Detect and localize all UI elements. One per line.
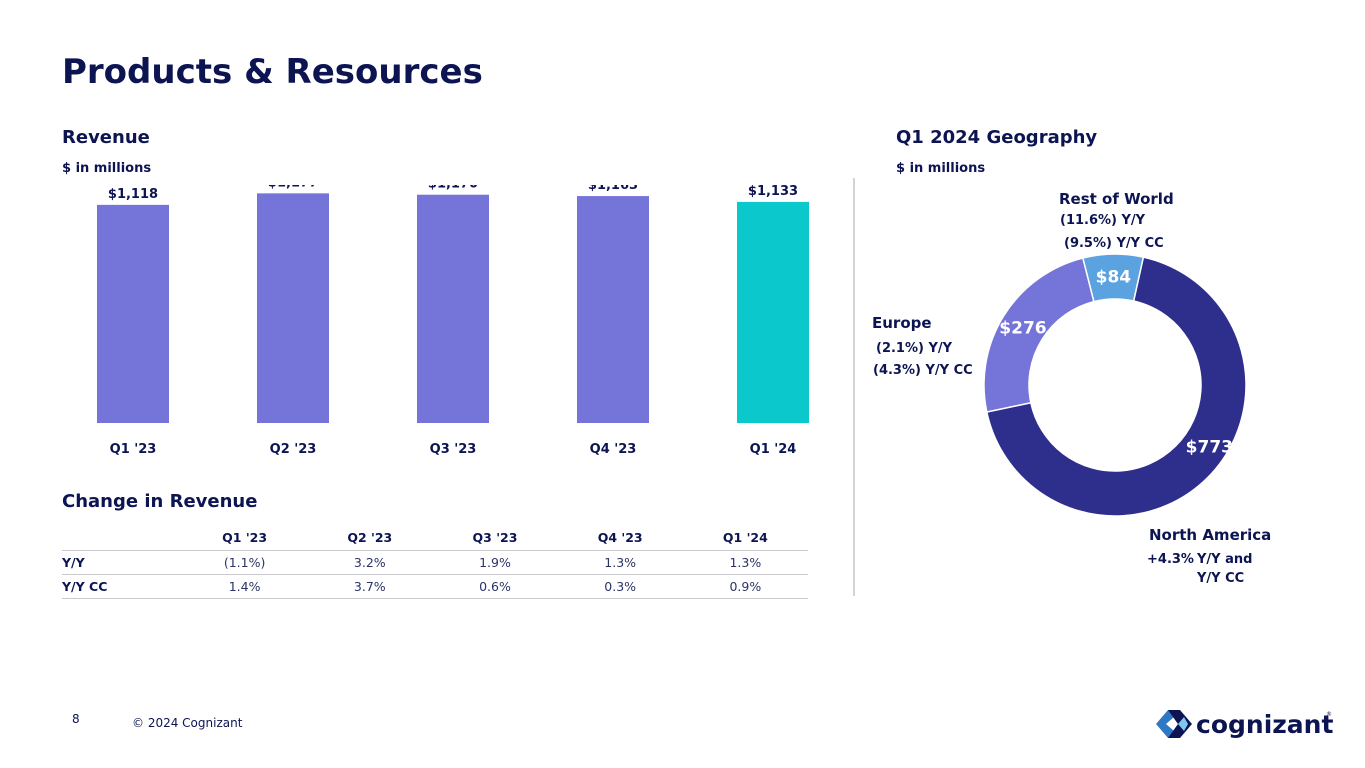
table-cell: (1.1%) [182, 550, 308, 575]
revenue-unit: $ in millions [62, 161, 152, 176]
table-cell: 0.3% [557, 574, 683, 599]
page-number: 8 [72, 712, 80, 726]
revenue-heading: Revenue [62, 127, 150, 148]
bar [577, 196, 649, 423]
section-divider [853, 178, 855, 596]
donut-slice [985, 256, 1247, 517]
na-yycc: Y/Y CC [1197, 571, 1245, 586]
change-heading: Change in Revenue [62, 491, 258, 512]
row-label-name: Rest of World [1059, 190, 1174, 208]
table-header: Q2 '23 [307, 528, 433, 551]
geography-donut-chart: $773 $276 $84 [983, 253, 1247, 517]
cognizant-logo-icon [1156, 710, 1192, 738]
table-header: Q3 '23 [432, 528, 558, 551]
row-yy: (11.6%) Y/Y [1060, 213, 1146, 228]
table-cell: 1.3% [682, 550, 808, 575]
table-row: Y/Y CC 1.4% 3.7% 0.6% 0.3% 0.9% [62, 574, 808, 599]
slice-value-label: $276 [999, 319, 1046, 339]
table-header-row: Q1 '23 Q2 '23 Q3 '23 Q4 '23 Q1 '24 [62, 528, 808, 551]
bar-category-label: Q1 '23 [110, 442, 157, 457]
table-header: Q4 '23 [557, 528, 683, 551]
table-cell: 0.9% [682, 574, 808, 599]
donut-slice [1081, 253, 1145, 303]
copyright: © 2024 Cognizant [132, 716, 243, 730]
geo-heading: Q1 2024 Geography [896, 127, 1098, 148]
page-title: Products & Resources [62, 52, 483, 92]
bar [97, 204, 169, 423]
svg-text:®: ® [1326, 711, 1332, 718]
bar-category-label: Q2 '23 [270, 442, 317, 457]
bar [417, 194, 489, 423]
bar-category-label: Q4 '23 [590, 442, 637, 457]
bar-value-label: $1,133 [748, 185, 798, 199]
table-cell: 0.6% [432, 574, 558, 599]
table-cell: 3.7% [307, 574, 433, 599]
europe-label-name: Europe [872, 314, 932, 332]
bar-category-label: Q1 '24 [750, 442, 797, 457]
na-yy: Y/Y and [1197, 552, 1253, 567]
change-table: Q1 '23 Q2 '23 Q3 '23 Q4 '23 Q1 '24 Y/Y (… [62, 528, 808, 599]
table-row: Y/Y (1.1%) 3.2% 1.9% 1.3% 1.3% [62, 550, 808, 575]
bar-value-label: $1,170 [428, 185, 478, 192]
table-cell: 1.4% [182, 574, 308, 599]
table-cell: 1.3% [557, 550, 683, 575]
table-header: Q1 '24 [682, 528, 808, 551]
na-label-name: North America [1149, 526, 1272, 544]
table-cell: 1.9% [432, 550, 558, 575]
slice-value-label: $84 [1096, 268, 1132, 288]
na-pct: +4.3% [1147, 552, 1194, 567]
geo-unit: $ in millions [896, 161, 986, 176]
revenue-bar-chart: $1,118 Q1 '23 $1,177 Q2 '23 $1,170 Q3 '23 $1,1… [97, 185, 809, 457]
table-cell: 3.2% [307, 550, 433, 575]
cognizant-logo: cognizant ® [1154, 704, 1334, 748]
europe-yycc: (4.3%) Y/Y CC [873, 363, 973, 378]
bar [737, 201, 809, 423]
bar-value-label: $1,118 [108, 187, 158, 202]
slice-value-label: $773 [1186, 437, 1233, 457]
bar-value-label: $1,163 [588, 185, 638, 193]
bar-value-label: $1,177 [268, 185, 318, 190]
europe-yy: (2.1%) Y/Y [876, 341, 953, 356]
logo-text: cognizant [1196, 710, 1333, 739]
row-label: Y/Y [62, 550, 182, 575]
table-header-blank [62, 528, 182, 551]
bar [257, 193, 329, 423]
table-header: Q1 '23 [182, 528, 308, 551]
row-label: Y/Y CC [62, 574, 182, 599]
bar-category-label: Q3 '23 [430, 442, 477, 457]
row-yycc: (9.5%) Y/Y CC [1064, 236, 1164, 251]
